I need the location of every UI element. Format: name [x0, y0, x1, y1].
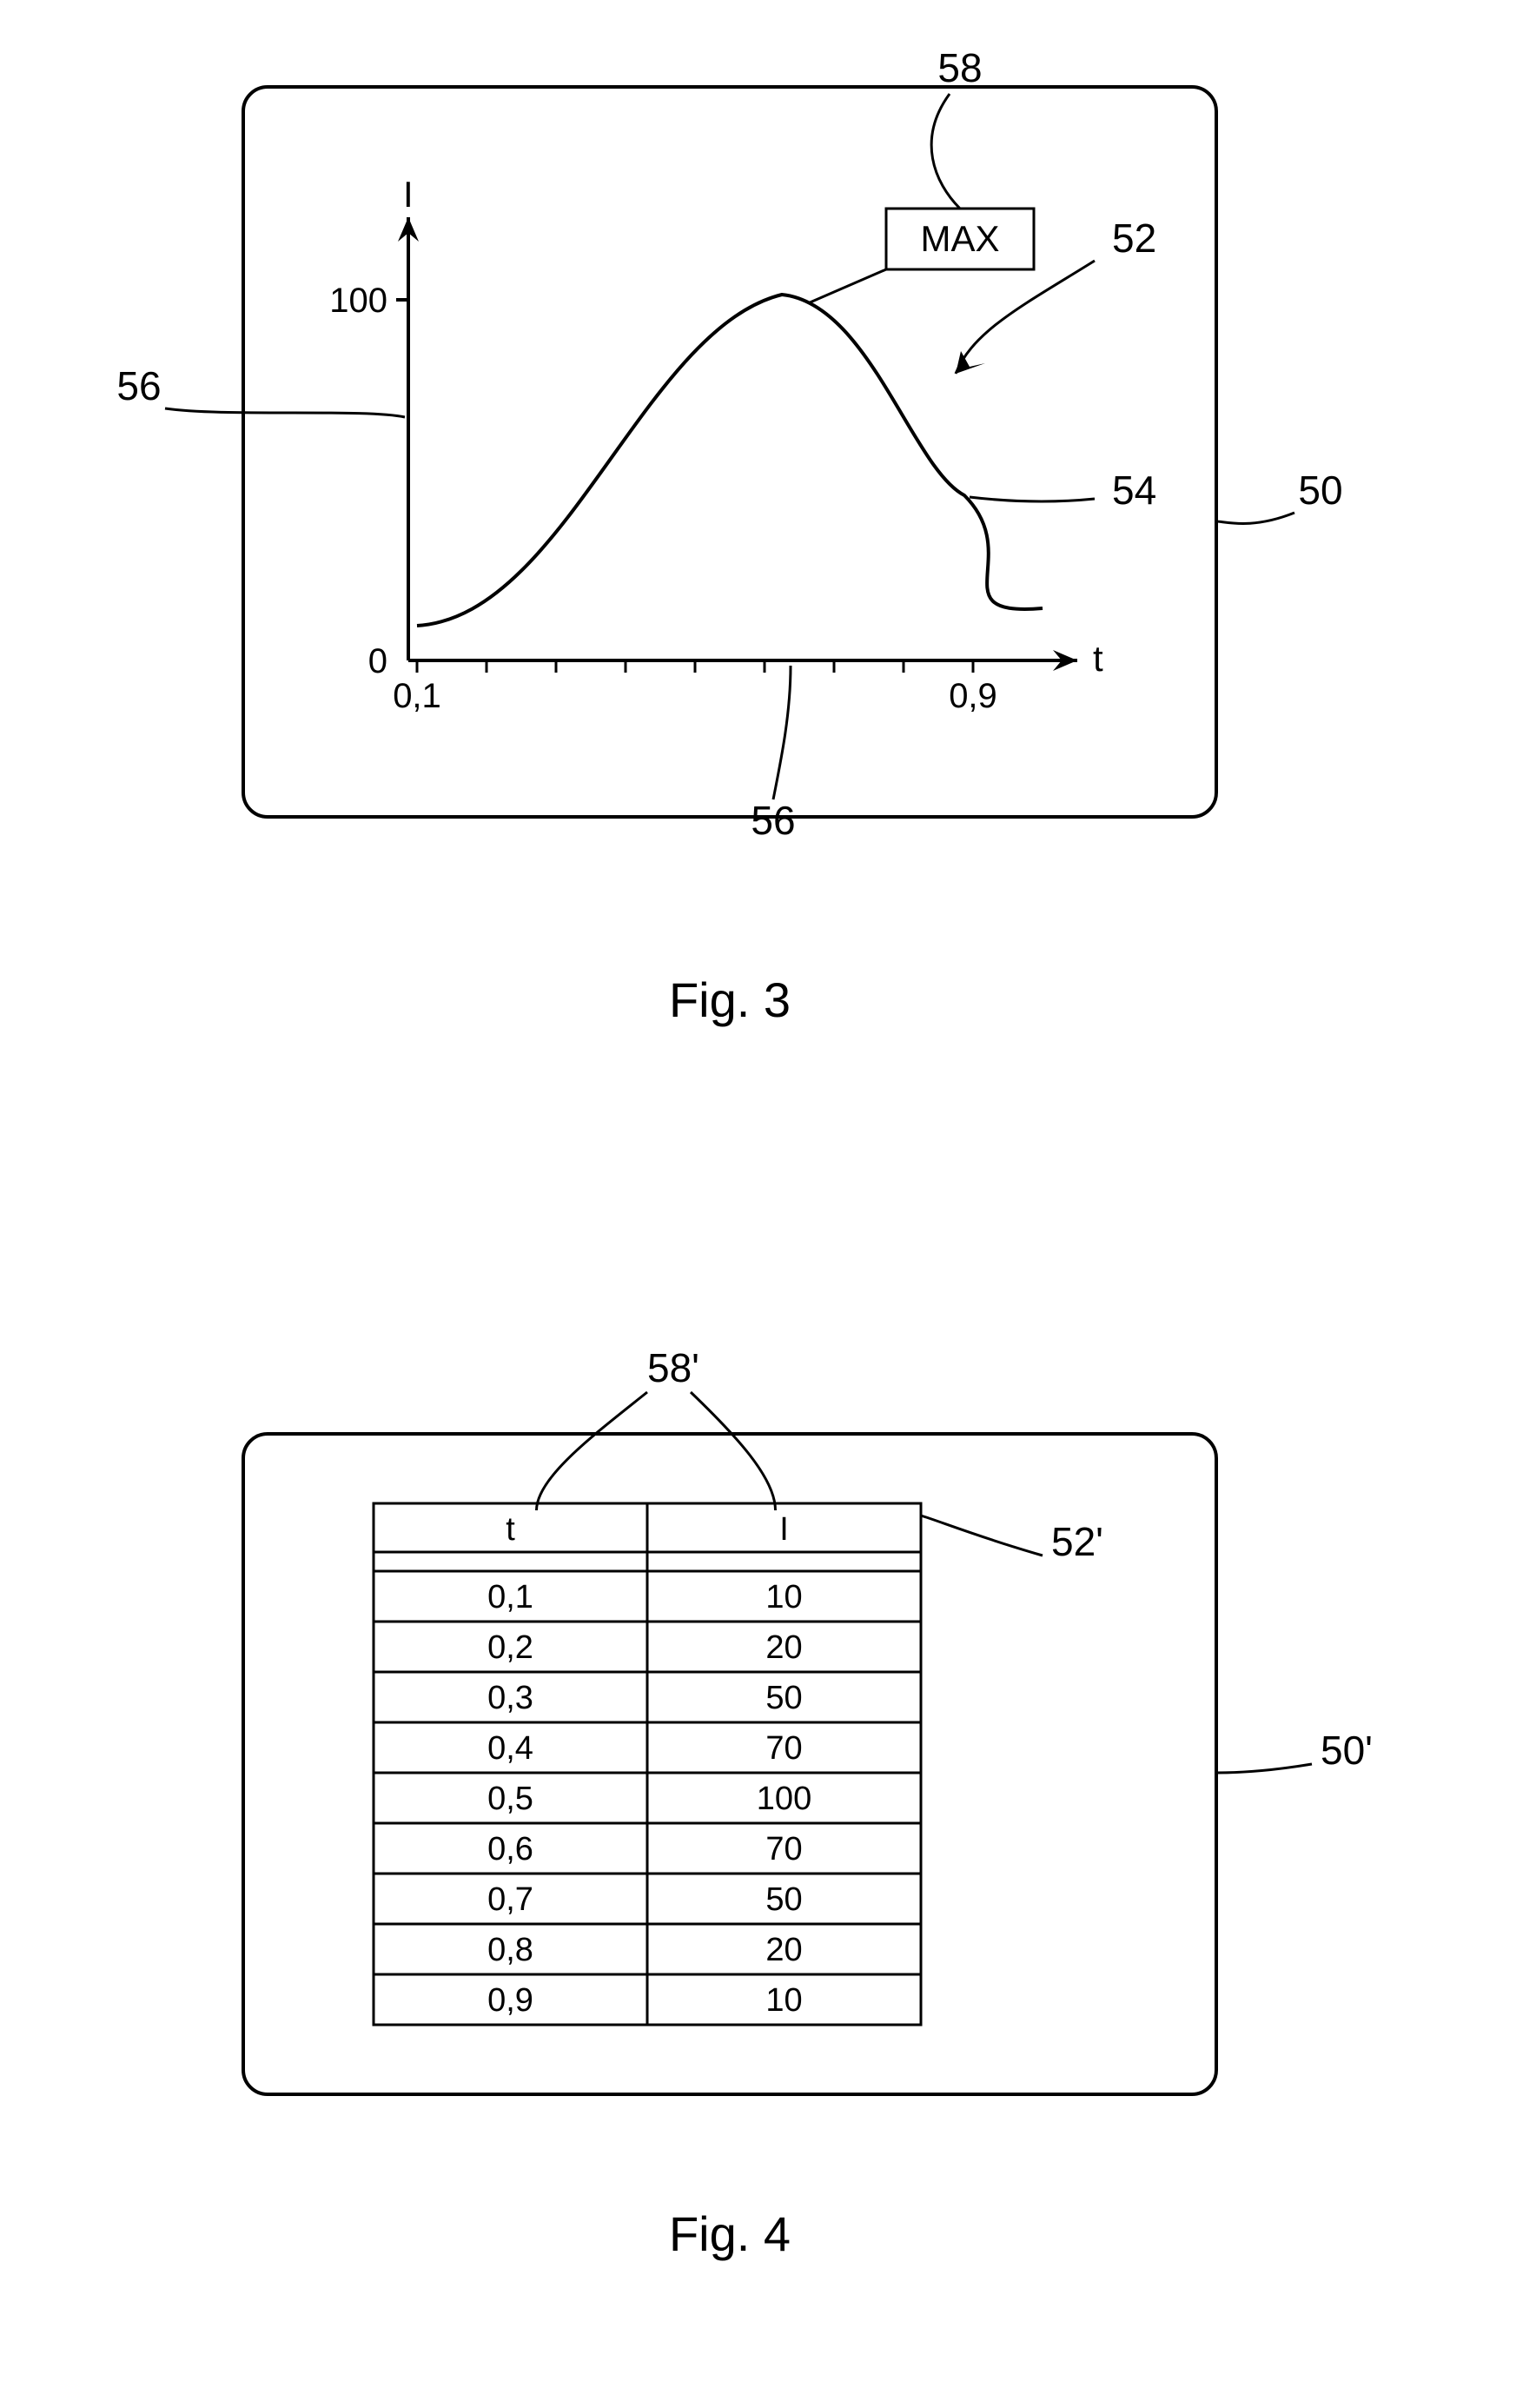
fig4-table: t I 0,1 10 0,2 20 0,3 50 0,4 70 0,5 100 0,6 70 0,7 50 0,…: [374, 1503, 921, 2025]
table-cell: 70: [765, 1831, 802, 1867]
table-cell: 0,2: [487, 1629, 533, 1666]
table-cell: 0,3: [487, 1680, 533, 1716]
table-cell: 20: [765, 1629, 802, 1666]
svg-text:58: 58: [937, 45, 982, 90]
table-cell: 10: [765, 1579, 802, 1615]
svg-text:52': 52': [1051, 1519, 1103, 1564]
table-cell: 0,6: [487, 1831, 533, 1867]
table-cell: 0,9: [487, 1982, 533, 2019]
svg-text:50': 50': [1321, 1728, 1373, 1773]
table-cell: 0,8: [487, 1932, 533, 1968]
fig3-caption: Fig. 3: [669, 972, 791, 1027]
svg-text:I: I: [403, 174, 414, 215]
table-cell: 0,7: [487, 1881, 533, 1918]
figure-canvas: MAX It10000,10,9 585256545056 Fig. 3 tI0…: [0, 0, 1536, 2408]
table-cell: 50: [765, 1680, 802, 1716]
svg-text:50: 50: [1298, 468, 1342, 513]
svg-text:0,1: 0,1: [393, 677, 441, 715]
svg-text:56: 56: [116, 363, 161, 408]
svg-text:54: 54: [1112, 468, 1156, 513]
table-cell: 0,5: [487, 1781, 533, 1817]
table-cell: 10: [765, 1982, 802, 2019]
table-cell: 100: [757, 1781, 811, 1817]
fig4-caption: Fig. 4: [669, 2206, 791, 2261]
svg-text:I: I: [779, 1511, 789, 1548]
svg-text:56: 56: [751, 798, 795, 843]
svg-text:0: 0: [368, 642, 387, 680]
fig3-panel-frame: [243, 87, 1216, 817]
svg-text:0,9: 0,9: [949, 677, 997, 715]
table-cell: 0,1: [487, 1579, 533, 1615]
svg-text:100: 100: [329, 282, 387, 320]
svg-text:t: t: [506, 1511, 515, 1548]
table-cell: 50: [765, 1881, 802, 1918]
table-cell: 0,4: [487, 1730, 533, 1767]
table-cell: 70: [765, 1730, 802, 1767]
svg-text:52: 52: [1112, 216, 1156, 261]
table-cell: 20: [765, 1932, 802, 1968]
svg-text:t: t: [1093, 638, 1103, 679]
svg-text:58': 58': [647, 1345, 699, 1390]
svg-text:MAX: MAX: [920, 218, 999, 259]
